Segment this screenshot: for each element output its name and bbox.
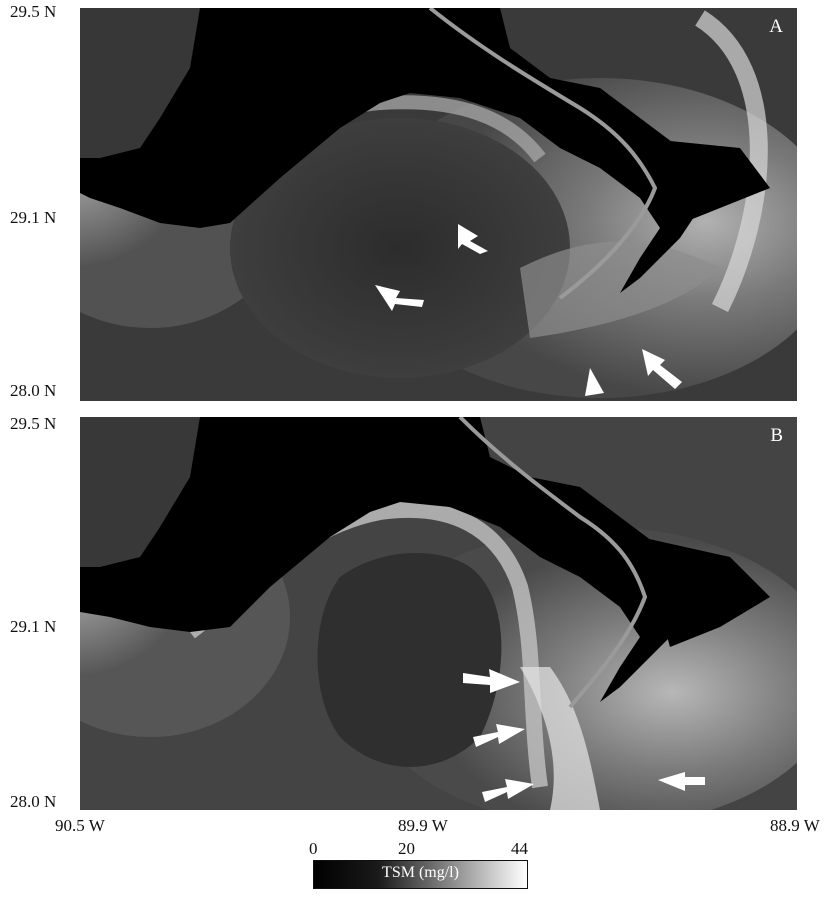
bright-plume-band xyxy=(520,667,600,810)
lon-label-right: 88.9 W xyxy=(770,816,820,835)
lat-label-middle-a: 29.1 N xyxy=(10,208,57,227)
lat-label-top-b: 29.5 N xyxy=(10,414,57,433)
colorbar-tick-mid: 20 xyxy=(398,839,415,858)
lon-label-middle: 89.9 W xyxy=(398,816,448,835)
panel-label-b: B xyxy=(770,425,783,446)
panel-label-a: A xyxy=(769,16,783,37)
lat-label-middle-b: 29.1 N xyxy=(10,617,57,636)
colorbar-tick-max: 44 xyxy=(511,839,528,858)
arrow-marker xyxy=(658,772,705,791)
arrow-marker xyxy=(458,224,488,254)
inland-water xyxy=(80,417,200,567)
arrow-marker xyxy=(482,779,534,802)
lat-label-top-a: 29.5 N xyxy=(10,2,57,21)
dark-bay-water xyxy=(317,553,502,767)
tsm-colorbar: TSM (mg/l) xyxy=(313,860,528,889)
dark-bay-water xyxy=(230,118,570,378)
river-channel xyxy=(458,417,648,709)
lat-label-bottom-a: 28.0 N xyxy=(10,381,57,400)
tsm-image-a xyxy=(80,8,797,401)
colorbar-title: TSM (mg/l) xyxy=(382,864,459,881)
delta-east xyxy=(640,537,770,647)
lon-label-left: 90.5 W xyxy=(55,816,105,835)
delta-east xyxy=(640,138,770,228)
tsm-image-b xyxy=(80,417,797,810)
plume-lobe xyxy=(520,241,720,338)
arrow-marker xyxy=(642,349,682,389)
satellite-map-panel-a: A xyxy=(80,8,797,401)
lat-label-bottom-b: 28.0 N xyxy=(10,792,57,811)
arrowhead-marker xyxy=(585,368,604,396)
arrow-marker xyxy=(375,285,424,311)
satellite-map-panel-b: B xyxy=(80,417,797,810)
bright-plume-edge xyxy=(694,10,768,313)
land-mass xyxy=(80,417,720,702)
arrow-marker xyxy=(473,724,525,747)
colorbar-tick-min: 0 xyxy=(309,839,318,858)
river-channel xyxy=(428,8,658,300)
land-mass xyxy=(80,8,720,293)
inland-water xyxy=(80,8,200,158)
arrow-marker xyxy=(463,669,520,693)
